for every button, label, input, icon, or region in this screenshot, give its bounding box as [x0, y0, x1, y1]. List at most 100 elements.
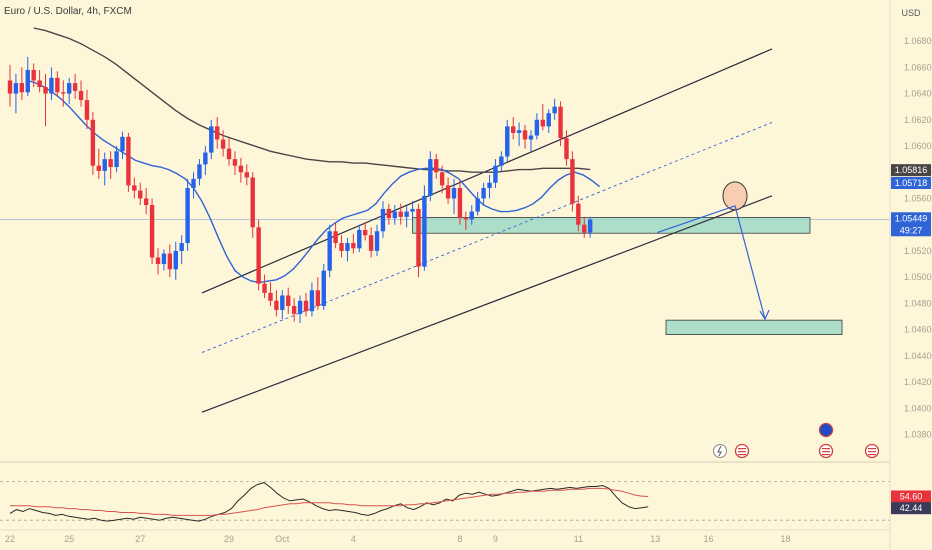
candle-body: [126, 136, 131, 186]
candle-body: [339, 243, 344, 251]
candle-body: [55, 77, 60, 93]
drawings-back: [201, 48, 843, 413]
candle: [487, 174, 492, 199]
candle-body: [434, 159, 439, 173]
candle-body: [90, 119, 96, 166]
candle: [49, 67, 54, 101]
candle: [315, 277, 321, 310]
candle-body: [61, 92, 66, 94]
price-tag-bg: [891, 176, 931, 189]
candle-body: [244, 172, 249, 178]
time-tick-label: 27: [135, 534, 145, 544]
rsi-tag[interactable]: 54.60: [891, 490, 931, 503]
candle-body: [232, 159, 238, 166]
price-tick-label: 1.05200: [904, 246, 932, 256]
candle-body: [268, 292, 273, 301]
candle: [25, 56, 30, 97]
candle: [570, 151, 575, 212]
time-axis[interactable]: 22 25 27 29 Oct 4 8 9 11 13 16 18: [0, 529, 890, 544]
price-tag[interactable]: 1.05449 49:27: [891, 212, 931, 237]
channel-upper-line[interactable]: [201, 48, 773, 294]
candle-body: [534, 119, 540, 136]
demand-zone[interactable]: [412, 217, 811, 234]
candle: [386, 203, 392, 225]
candle-body: [587, 219, 593, 233]
candle-body: [173, 250, 178, 270]
channel-lower-line[interactable]: [201, 195, 773, 413]
us-event-flag[interactable]: [864, 443, 880, 459]
candle: [546, 109, 551, 133]
candle-body: [291, 306, 297, 314]
event-icons[interactable]: [713, 422, 880, 459]
candle-body: [505, 126, 510, 157]
projection-arrow-line[interactable]: [657, 205, 766, 320]
candle: [345, 237, 350, 262]
candle: [90, 111, 96, 175]
candle-body: [469, 211, 474, 220]
price-tick-label: 1.04000: [904, 403, 932, 413]
candle-body: [155, 257, 161, 265]
target-zone[interactable]: [665, 319, 843, 335]
candle: [149, 198, 155, 265]
candle: [120, 131, 125, 160]
candle: [250, 172, 255, 238]
candle: [528, 130, 534, 152]
price-tag[interactable]: 1.05816: [891, 164, 931, 177]
price-tag-bg: [891, 212, 931, 237]
candle-body: [321, 270, 326, 306]
price-axis[interactable]: USD 1.06800 1.06600 1.06400 1.06200 1.06000 1…: [889, 0, 932, 550]
candle: [434, 153, 439, 179]
lightning-icon: [713, 444, 727, 458]
candle: [564, 130, 569, 166]
candle: [220, 130, 226, 157]
candle-body: [31, 69, 36, 81]
candle: [209, 119, 214, 160]
candle-body: [78, 90, 84, 101]
candle: [321, 264, 326, 310]
candle: [534, 113, 540, 140]
candle-body: [25, 69, 30, 93]
rsi-tag-bg: [891, 490, 931, 503]
price-tag-value: 1.05718: [895, 178, 928, 188]
candle-body: [576, 203, 581, 225]
channel-midline[interactable]: [201, 121, 773, 353]
time-tick-label: 22: [5, 534, 15, 544]
us-event-flag[interactable]: [818, 443, 834, 459]
candle: [398, 203, 403, 225]
candle: [143, 187, 149, 215]
breakout-circle[interactable]: [722, 181, 748, 211]
candle: [540, 104, 545, 131]
candle: [84, 89, 90, 129]
earnings-event[interactable]: [713, 444, 727, 458]
candles: [7, 56, 593, 324]
price-tick-label: 1.03800: [904, 430, 932, 440]
candle-body: [315, 290, 321, 306]
candle-body: [499, 156, 504, 166]
candle-body: [428, 159, 433, 196]
candle: [363, 222, 368, 241]
candle-body: [143, 198, 149, 206]
candle-body: [410, 208, 415, 212]
candle: [416, 203, 421, 278]
us-event-flag[interactable]: [734, 443, 750, 459]
time-tick-label: 16: [704, 534, 714, 544]
candle-body: [386, 208, 392, 219]
candle: [499, 151, 504, 173]
candle-body: [67, 83, 72, 94]
rsi-line: [9, 482, 649, 522]
candle: [197, 159, 202, 186]
candle-body: [37, 80, 42, 88]
candle: [339, 235, 344, 258]
price-tag[interactable]: 1.05718: [891, 176, 931, 189]
price-tick-label: 1.05600: [904, 193, 932, 203]
candle: [102, 152, 107, 186]
news-event-icon[interactable]: [818, 422, 834, 438]
candle: [274, 290, 279, 317]
candle-body: [357, 229, 362, 249]
candle: [138, 182, 143, 206]
candle: [155, 248, 161, 275]
rsi-tag[interactable]: 42.44: [891, 502, 931, 515]
price-tick-label: 1.05000: [904, 272, 932, 282]
candle-body: [120, 136, 125, 152]
